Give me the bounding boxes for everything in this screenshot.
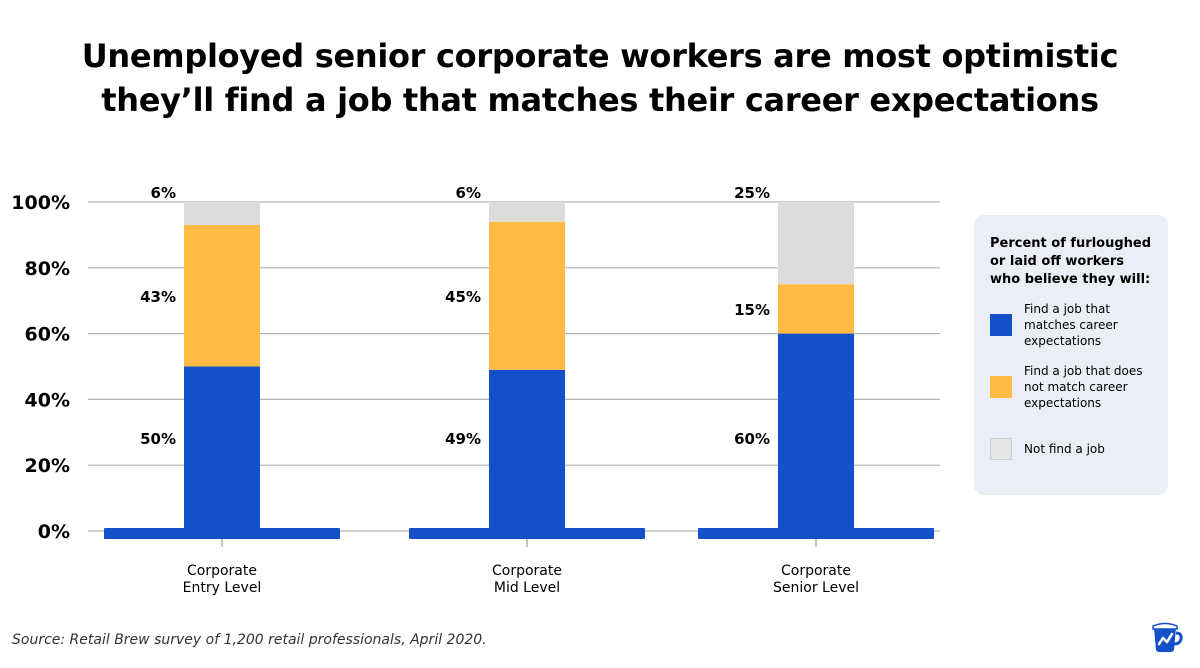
x-tick-label: Corporate (781, 563, 851, 579)
x-tick-label: Entry Level (183, 580, 262, 596)
source-note: Source: Retail Brew survey of 1,200 reta… (12, 632, 487, 648)
x-tick-label: Mid Level (494, 580, 560, 596)
data-label: 6% (456, 184, 481, 202)
data-label: 15% (734, 301, 770, 319)
bar-segment (778, 202, 854, 285)
bar-segment (184, 202, 260, 226)
x-tick-label: Corporate (187, 563, 257, 579)
data-label: 25% (734, 184, 770, 202)
bar-segment (489, 369, 565, 531)
chart-title-line-1: Unemployed senior corporate workers are … (81, 37, 1119, 75)
bar-base (409, 528, 645, 539)
x-tick-label: Senior Level (773, 580, 859, 596)
legend-label-matches: Find a job that matches career expectati… (1024, 302, 1118, 348)
retail-brew-mug-icon (1152, 622, 1183, 652)
y-tick-label: 100% (11, 192, 70, 214)
bar-segment (489, 202, 565, 222)
y-tick-label: 0% (38, 521, 70, 543)
data-label: 43% (140, 288, 176, 306)
bar-segment (184, 366, 260, 531)
legend-label-not-match: Find a job that does not match career ex… (1024, 364, 1143, 410)
legend-swatch-no-job (990, 438, 1012, 460)
bar-segment (489, 221, 565, 370)
legend-swatch-matches (990, 314, 1012, 336)
data-label: 45% (445, 288, 481, 306)
bar-segment (184, 225, 260, 367)
chart-title-line-2: they’ll find a job that matches their ca… (101, 81, 1099, 119)
legend-label-no-job: Not find a job (1024, 442, 1105, 456)
bar-base (698, 528, 934, 539)
stacked-bar-chart: 0%20%40%60%80%100%50%43%6%CorporateEntry… (11, 184, 940, 596)
data-label: 49% (445, 430, 481, 448)
bar-segment (778, 284, 854, 334)
y-tick-label: 20% (25, 455, 70, 477)
legend-swatch-not-match (990, 376, 1012, 398)
data-label: 6% (151, 184, 176, 202)
data-label: 50% (140, 430, 176, 448)
legend-item-no-job: Not find a job (990, 425, 1154, 473)
x-tick-label: Corporate (492, 563, 562, 579)
y-tick-label: 60% (25, 324, 70, 346)
legend: Percent of furloughed or laid off worker… (974, 215, 1168, 495)
bar-base (104, 528, 340, 539)
legend-title: Percent of furloughed or laid off worker… (990, 236, 1152, 287)
data-label: 60% (734, 430, 770, 448)
y-tick-label: 80% (25, 258, 70, 280)
legend-item-matches: Find a job that matches career expectati… (990, 301, 1154, 349)
chart-title: Unemployed senior corporate workers are … (0, 34, 1200, 122)
y-tick-label: 40% (25, 389, 70, 411)
bar-segment (778, 333, 854, 531)
legend-item-not-match: Find a job that does not match career ex… (990, 363, 1154, 411)
